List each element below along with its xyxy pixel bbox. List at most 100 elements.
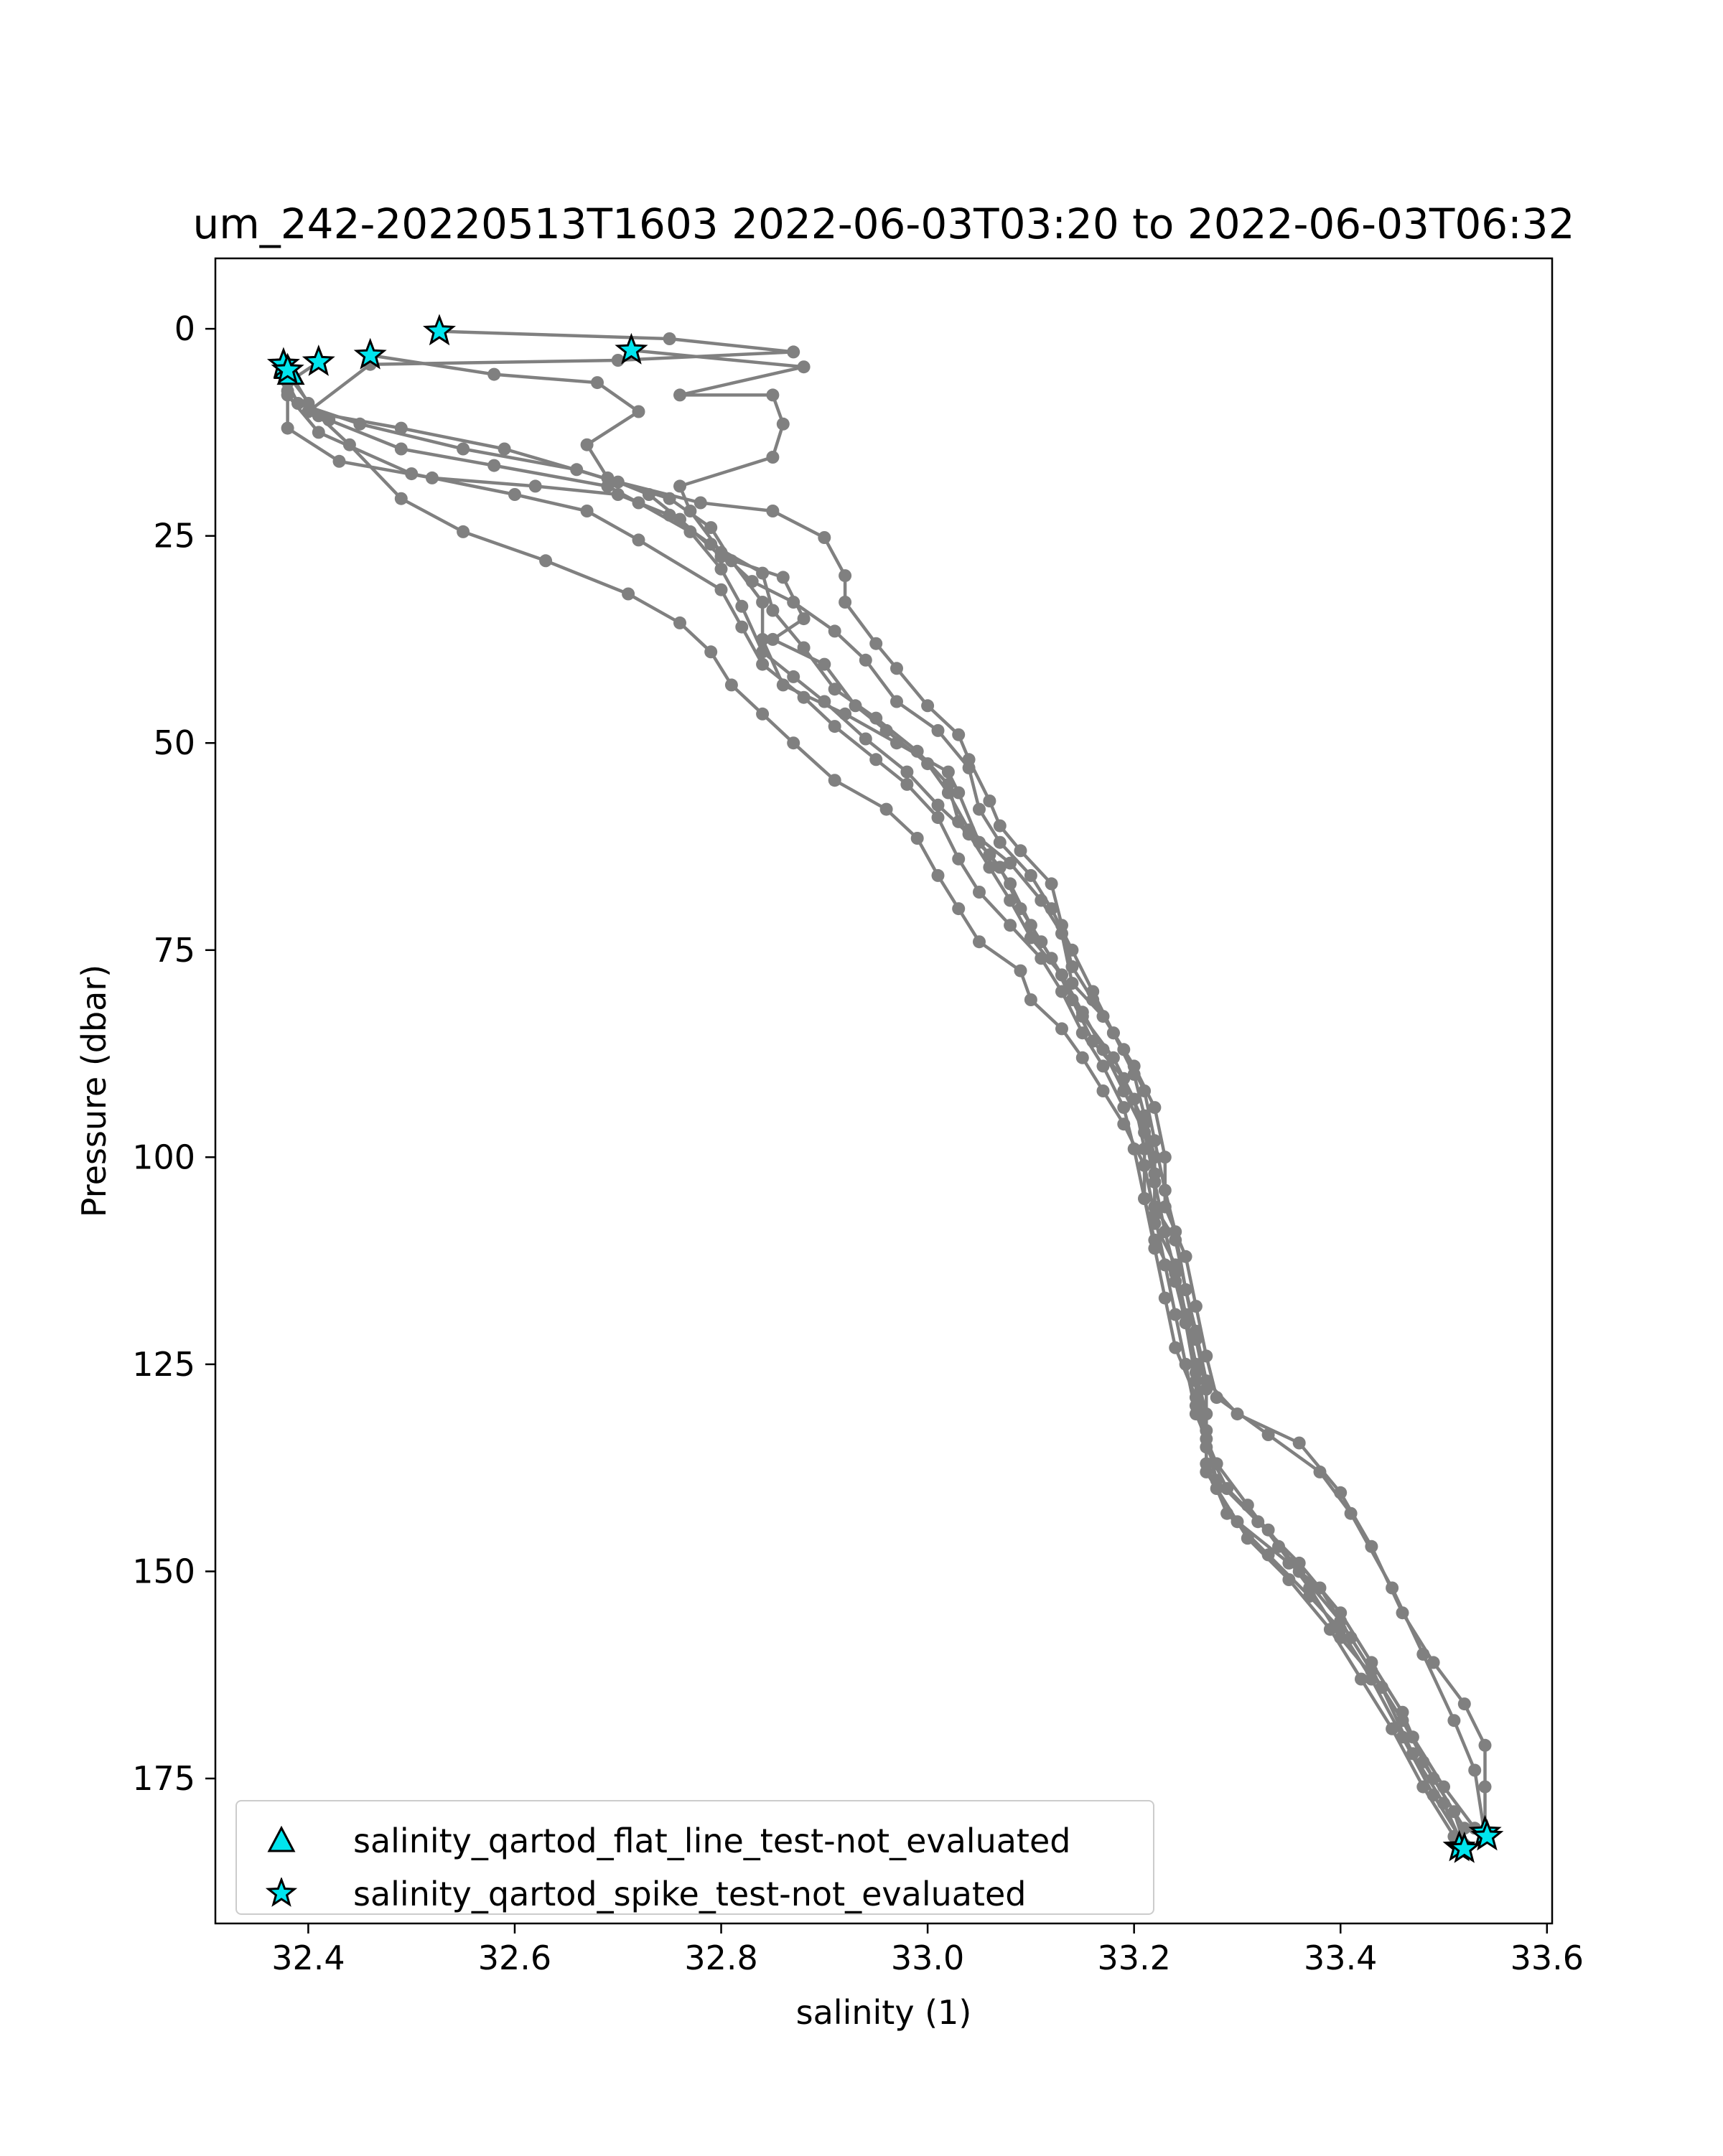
profile-point xyxy=(931,798,945,812)
profile-point xyxy=(839,569,852,583)
profile-point xyxy=(1169,1225,1182,1239)
spike-flag-marker xyxy=(353,337,387,370)
profile-point xyxy=(1189,1407,1203,1421)
profile-line-0 xyxy=(307,329,1487,1832)
profile-line-7 xyxy=(286,373,1477,1829)
profile-point xyxy=(1447,1714,1461,1728)
profile-point xyxy=(1210,1473,1223,1487)
profile-point xyxy=(1075,1006,1089,1019)
profile-point xyxy=(797,612,811,626)
profile-point xyxy=(1117,1117,1131,1131)
profile-point xyxy=(797,360,811,374)
profile-point xyxy=(983,848,996,861)
profile-point xyxy=(931,811,945,825)
profile-point xyxy=(869,637,883,650)
profile-point xyxy=(1096,1084,1110,1097)
profile-point xyxy=(890,736,903,750)
plot-frame xyxy=(214,257,1554,1925)
y-tick-label: 125 xyxy=(132,1345,195,1384)
profile-point xyxy=(622,587,635,601)
profile-point xyxy=(756,596,770,609)
x-tick-label: 33.4 xyxy=(1304,1939,1377,1977)
profile-point xyxy=(1004,919,1017,932)
profile-point xyxy=(756,645,770,659)
profile-point xyxy=(498,442,511,456)
y-tick-label: 150 xyxy=(132,1552,195,1590)
profile-point xyxy=(766,505,780,517)
profile-point xyxy=(766,604,780,617)
profile-line-5 xyxy=(286,367,1456,1837)
y-tick-label: 175 xyxy=(132,1759,195,1798)
profile-point xyxy=(1437,1780,1450,1794)
profile-point xyxy=(869,753,883,767)
y-axis-label: Pressure (dbar) xyxy=(75,965,113,1217)
profile-point xyxy=(1189,1374,1203,1387)
profile-point xyxy=(663,332,676,345)
profile-point xyxy=(859,653,872,667)
profile-point xyxy=(1158,1291,1172,1305)
profile-point xyxy=(1086,985,1100,998)
profile-point xyxy=(890,662,903,675)
profile-point xyxy=(281,421,294,435)
profile-point xyxy=(1241,1499,1254,1512)
profile-point xyxy=(1303,1581,1317,1595)
profile-point xyxy=(591,376,604,390)
profile-point xyxy=(508,488,521,501)
profile-point xyxy=(900,765,914,779)
profile-point xyxy=(766,388,780,402)
profile-point xyxy=(570,463,584,477)
profile-point xyxy=(1055,927,1068,940)
profile-point xyxy=(601,479,615,493)
plot-content xyxy=(266,314,1504,1863)
profile-point xyxy=(952,815,966,828)
profile-point xyxy=(818,695,831,708)
profile-point xyxy=(1241,1532,1254,1545)
profile-point xyxy=(714,583,728,596)
profile-point xyxy=(828,720,841,733)
profile-point xyxy=(962,828,976,841)
profile-point xyxy=(580,505,594,517)
profile-point xyxy=(394,492,408,505)
profile-point xyxy=(1169,1341,1182,1354)
spike-flag-marker xyxy=(422,314,457,346)
profile-point xyxy=(1138,1158,1152,1172)
profile-point xyxy=(1117,1101,1131,1115)
profile-point xyxy=(673,616,686,629)
profile-point xyxy=(900,777,914,791)
profile-point xyxy=(1200,1349,1213,1363)
profile-point xyxy=(1261,1548,1275,1562)
profile-point xyxy=(1158,1225,1172,1239)
profile-point xyxy=(1210,1391,1223,1405)
profile-point xyxy=(1024,919,1037,932)
profile-point xyxy=(1055,985,1068,998)
profile-point xyxy=(1158,1150,1172,1164)
y-axis: 0 25 50 75 100 125 150 175 xyxy=(132,309,215,1798)
profile-point xyxy=(1261,1428,1275,1441)
profile-point xyxy=(1004,856,1017,870)
profile-point xyxy=(756,566,770,580)
profile-point xyxy=(776,571,790,584)
profile-point xyxy=(1386,1581,1399,1595)
legend-entry-flat-line: salinity_qartod_flat_line_test-not_evalu… xyxy=(237,1814,1153,1866)
profile-point xyxy=(931,868,945,882)
x-tick-label: 32.8 xyxy=(684,1939,757,1977)
profile-point xyxy=(342,438,356,451)
profile-point xyxy=(910,744,924,758)
profile-point xyxy=(1406,1747,1419,1761)
profile-point xyxy=(828,624,841,638)
profile-point xyxy=(818,657,831,671)
profile-point xyxy=(1468,1763,1482,1777)
profile-point xyxy=(457,525,470,538)
profile-point xyxy=(1344,1506,1358,1520)
profile-point xyxy=(1014,844,1027,858)
x-tick-label: 33.2 xyxy=(1097,1939,1170,1977)
profile-point xyxy=(952,728,966,741)
profile-point xyxy=(632,496,645,510)
profile-point xyxy=(1200,1382,1213,1396)
profile-point xyxy=(1045,952,1058,965)
profile-point xyxy=(828,683,841,696)
profile-point xyxy=(312,409,325,423)
profile-line-3 xyxy=(286,360,1466,1850)
